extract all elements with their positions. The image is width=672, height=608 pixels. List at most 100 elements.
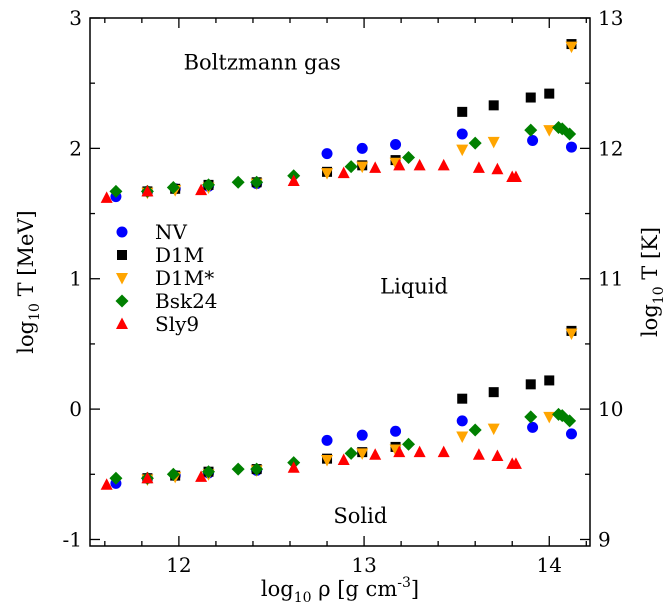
y-tick-label: 2 (69, 136, 82, 160)
point-sly9 (369, 161, 382, 173)
point-bsk24 (563, 414, 577, 428)
point-nv (390, 425, 402, 437)
point-bsk24 (344, 160, 358, 174)
point-d1m (565, 328, 578, 340)
point-d1m (488, 100, 499, 111)
point-sly9 (413, 445, 426, 458)
point-d1m (457, 106, 468, 117)
point-bsk24 (166, 467, 180, 481)
point-sly9 (287, 174, 300, 186)
region-label-liquid: Liquid (380, 275, 448, 299)
legend-item-d1m: D1M* (116, 266, 214, 290)
point-d1m (456, 431, 469, 443)
point-nv (321, 148, 333, 160)
point-d1m (543, 411, 556, 424)
point-sly9 (437, 158, 450, 171)
point-bsk24 (524, 123, 538, 137)
axis-ticks (90, 17, 590, 546)
y-right-tick-label: 9 (598, 527, 611, 551)
point-d1m (356, 161, 369, 174)
point-bsk24 (524, 410, 538, 424)
point-bsk24 (250, 175, 264, 189)
point-nv (527, 421, 539, 433)
point-sly9 (491, 162, 504, 175)
point-nv (527, 135, 539, 147)
y-axis-title-right: log10 T [K] (638, 227, 667, 337)
point-d1m (525, 92, 536, 103)
point-d1m (565, 41, 578, 54)
point-sly9 (472, 448, 485, 460)
point-bsk24 (402, 150, 416, 164)
point-nv (456, 128, 468, 140)
series-d1m (142, 39, 577, 484)
legend-marker-d1m (117, 250, 127, 260)
point-bsk24 (344, 446, 358, 460)
point-bsk24 (202, 178, 216, 192)
legend-item-nv: NV (116, 220, 188, 244)
legend-marker-nv (116, 226, 128, 238)
point-d1m (321, 168, 334, 180)
point-nv (321, 434, 333, 446)
point-sly9 (413, 158, 426, 171)
y-right-tick-label: 12 (598, 136, 623, 160)
legend-label-sly9: Sly9 (155, 312, 199, 336)
series-sly9 (100, 158, 522, 490)
point-sly9 (472, 161, 485, 173)
point-sly9 (509, 170, 522, 183)
point-nv (456, 415, 468, 427)
region-label-solid: Solid (333, 504, 387, 528)
legend-marker-bsk24 (115, 294, 129, 308)
point-bsk24 (468, 423, 482, 437)
point-nv (565, 428, 577, 440)
point-sly9 (337, 453, 350, 465)
point-sly9 (393, 445, 406, 458)
x-axis-title: log10 ρ [g cm-3] (261, 575, 419, 606)
point-d1m (544, 375, 555, 386)
point-bsk24 (109, 471, 123, 485)
data-points (100, 39, 578, 490)
point-d1m (356, 448, 369, 460)
point-d1m (487, 423, 500, 436)
point-sly9 (369, 448, 382, 460)
point-sly9 (195, 183, 208, 196)
point-nv (390, 138, 402, 150)
point-sly9 (195, 470, 208, 482)
series-d1m (141, 41, 578, 487)
point-nv (356, 142, 368, 154)
point-bsk24 (109, 184, 123, 198)
legend-marker-d1m (116, 273, 128, 285)
point-sly9 (337, 166, 350, 179)
point-d1m (544, 88, 555, 99)
y-right-tick-label: 11 (598, 267, 623, 291)
point-d1m (456, 144, 469, 157)
legend-item-d1m: D1M (117, 243, 204, 267)
point-sly9 (287, 461, 300, 473)
x-tick-label: 12 (166, 553, 191, 577)
point-d1m (488, 387, 499, 398)
legend-label-bsk24: Bsk24 (155, 289, 218, 313)
y-axis-title-left: log10 T [MeV] (14, 210, 43, 353)
x-tick-label: 13 (351, 553, 376, 577)
legend-marker-sly9 (116, 317, 128, 329)
point-sly9 (100, 478, 113, 490)
point-d1m (543, 125, 556, 137)
point-d1m (487, 136, 500, 149)
y-right-tick-label: 13 (598, 6, 623, 30)
point-d1m (525, 379, 536, 390)
point-bsk24 (468, 136, 482, 150)
point-bsk24 (402, 437, 416, 451)
legend-label-nv: NV (155, 220, 188, 244)
region-label-boltzmann: Boltzmann gas (184, 50, 341, 74)
legend-item-bsk24: Bsk24 (115, 289, 218, 313)
y-tick-label: 0 (69, 397, 82, 421)
point-sly9 (141, 471, 154, 484)
y-tick-label: 3 (69, 6, 82, 30)
point-bsk24 (250, 462, 264, 476)
point-bsk24 (231, 462, 245, 476)
legend-label-d1m: D1M* (155, 266, 214, 290)
point-sly9 (509, 457, 522, 469)
point-sly9 (491, 449, 504, 462)
legend-label-d1m: D1M (155, 243, 204, 267)
